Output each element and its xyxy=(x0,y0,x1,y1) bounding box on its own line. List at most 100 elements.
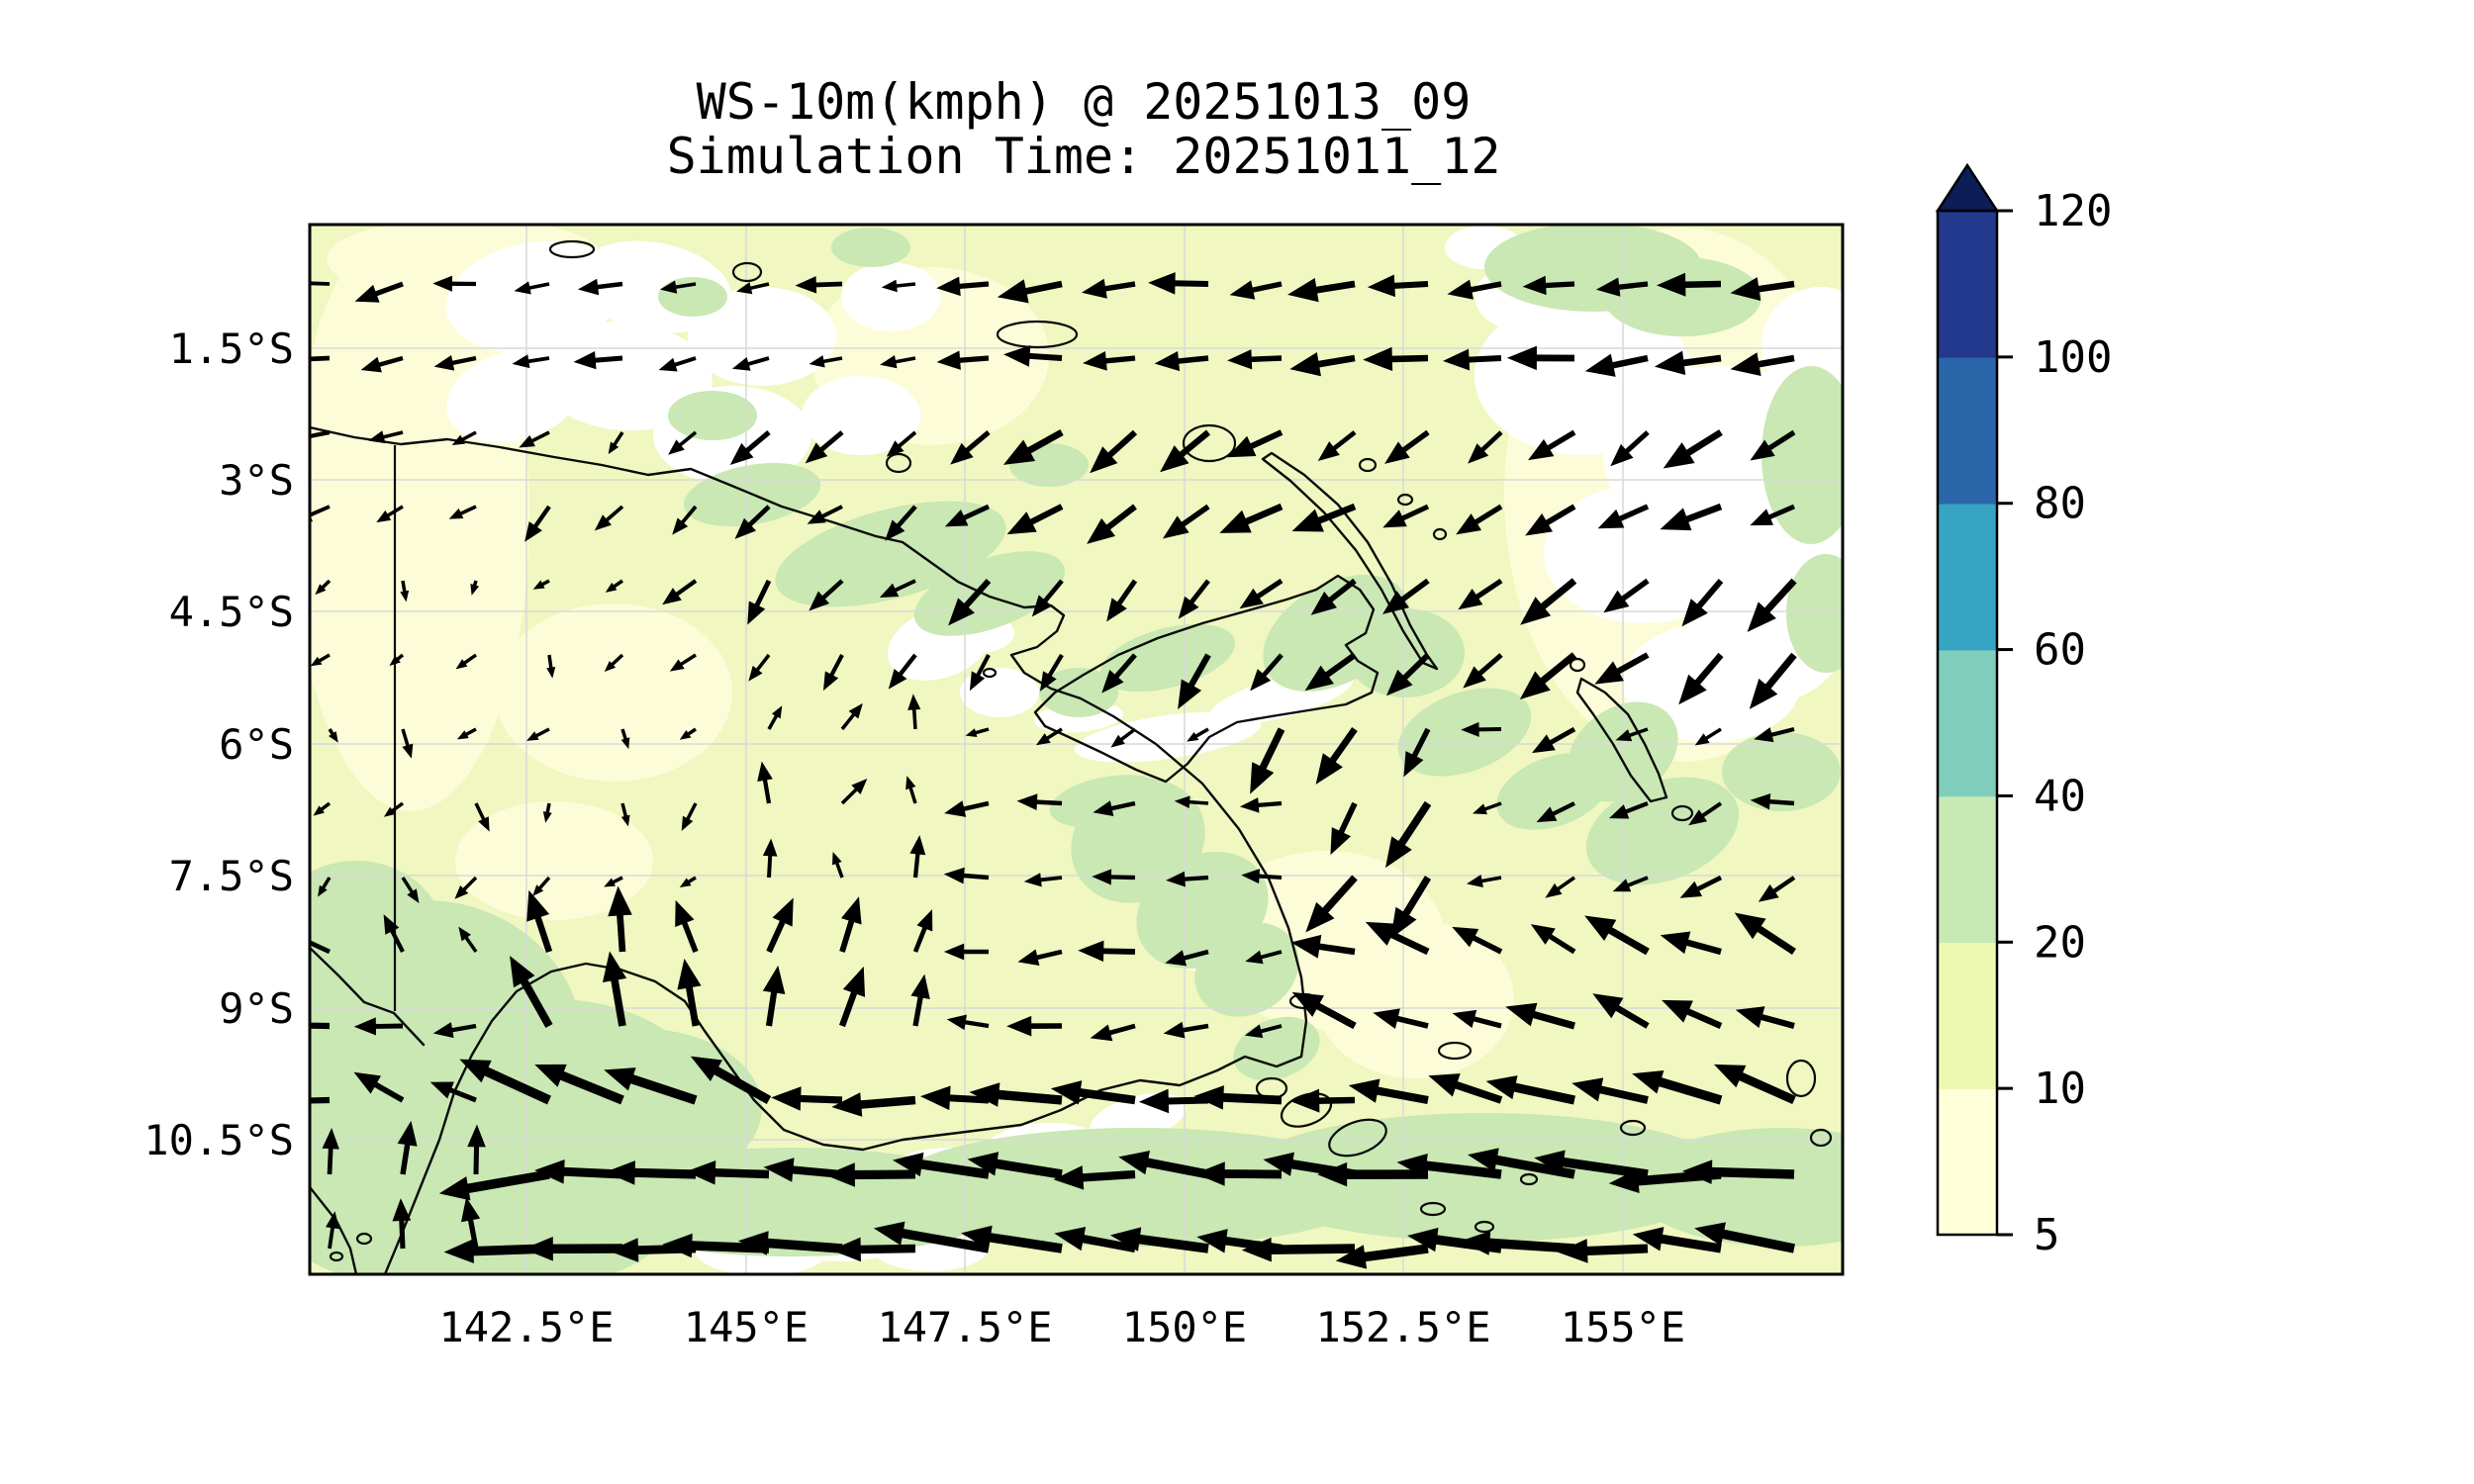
wind-arrow xyxy=(1396,1153,1502,1179)
wind-arrow xyxy=(830,1237,916,1262)
wind-speed-20-40-patch xyxy=(1049,775,1168,828)
wind-arrow-head xyxy=(1688,809,1708,826)
wind-arrow-head xyxy=(805,442,828,464)
wind-arrow-head xyxy=(675,899,695,928)
wind-arrow-head xyxy=(950,442,974,465)
wind-arrow xyxy=(594,505,624,531)
wind-arrow xyxy=(912,909,933,953)
wind-arrow xyxy=(1452,1009,1502,1029)
wind-arrow-head xyxy=(1452,926,1479,948)
wind-arrow xyxy=(1750,504,1795,526)
wind-arrow xyxy=(1679,875,1723,898)
wind-arrow-head xyxy=(961,1225,993,1251)
wind-arrow xyxy=(1592,993,1650,1029)
wind-arrow-head xyxy=(478,816,490,832)
wind-arrow-head xyxy=(1758,883,1779,902)
wind-arrow xyxy=(1304,652,1357,692)
x-tick-label: 142.5°E xyxy=(438,1303,614,1351)
wind-arrow-head xyxy=(1193,1085,1224,1110)
wind-arrow-head xyxy=(943,867,965,884)
wind-arrow-head xyxy=(1460,1231,1491,1255)
wind-arrow xyxy=(1227,349,1283,370)
wind-arrow-head xyxy=(1315,753,1343,785)
wind-speed-5-10-patch xyxy=(495,603,732,782)
wind-arrow xyxy=(1315,727,1358,785)
wind-arrow xyxy=(1460,1231,1575,1255)
wind-arrow-head xyxy=(1241,869,1261,884)
wind-arrow-head xyxy=(432,275,453,292)
wind-arrow xyxy=(1050,1080,1136,1105)
wind-arrow-head xyxy=(368,430,386,444)
wind-arrow-shaft xyxy=(1710,1227,1795,1253)
wind-arrow xyxy=(1466,875,1502,887)
wind-arrow-head xyxy=(1428,1073,1461,1097)
wind-arrow-head xyxy=(1396,1153,1428,1178)
wind-arrow xyxy=(451,430,477,446)
wind-arrow xyxy=(731,356,770,371)
wind-arrow-head xyxy=(360,356,382,373)
wind-arrow xyxy=(1367,274,1429,298)
wind-arrow-head xyxy=(1506,345,1537,371)
wind-arrow-head xyxy=(1594,661,1624,685)
y-tick-label: 7.5°S xyxy=(169,852,294,900)
wind-arrow xyxy=(677,958,702,1027)
wind-arrow xyxy=(1385,652,1431,696)
wind-arrow-head xyxy=(685,1159,716,1185)
wind-arrow xyxy=(519,430,550,448)
wind-arrow-head xyxy=(879,583,900,598)
wind-arrow-head xyxy=(969,1082,1000,1107)
island-outline xyxy=(1785,1059,1817,1098)
wind-arrow-head xyxy=(936,276,961,297)
wind-arrow xyxy=(1178,653,1211,709)
wind-arrow xyxy=(526,889,553,954)
wind-arrow-shaft xyxy=(310,1096,331,1104)
wind-arrow-head xyxy=(1597,509,1625,529)
wind-arrow-shaft xyxy=(622,1167,697,1179)
wind-arrow xyxy=(1110,727,1137,748)
coastline-cape-york xyxy=(310,1185,358,1274)
wind-arrow-head xyxy=(679,729,692,740)
wind-arrow xyxy=(747,579,772,625)
wind-arrow-head xyxy=(1154,350,1181,372)
wind-arrow-head xyxy=(376,510,392,523)
wind-arrow xyxy=(429,1081,477,1103)
wind-arrow xyxy=(1219,503,1284,533)
wind-arrow-shaft xyxy=(455,1169,550,1195)
wind-arrow xyxy=(433,354,477,371)
wind-arrow-head xyxy=(1178,596,1199,619)
wind-arrow-shaft xyxy=(755,1237,843,1253)
map-layer xyxy=(310,225,1843,1274)
wind-arrow xyxy=(1305,875,1358,933)
wind-arrow-head xyxy=(771,1086,802,1111)
wind-arrow xyxy=(892,1152,990,1179)
wind-arrow xyxy=(604,653,624,672)
wind-arrow-head xyxy=(620,737,630,750)
wind-arrow xyxy=(1250,653,1284,692)
wind-arrow-head xyxy=(1110,734,1125,748)
wind-arrow-head xyxy=(1632,1069,1665,1094)
wind-arrow xyxy=(1016,793,1063,811)
wind-speed-20-40-patch xyxy=(1397,688,1532,777)
wind-arrow xyxy=(944,800,990,817)
wind-arrow xyxy=(1688,801,1723,826)
wind-arrow xyxy=(1468,430,1503,464)
wind-arrow-head xyxy=(1093,800,1114,816)
wind-arrow xyxy=(1039,653,1064,692)
wind-arrow-head xyxy=(668,439,685,455)
wind-arrow xyxy=(401,728,414,759)
wind-arrow xyxy=(1289,1088,1356,1113)
wind-arrow xyxy=(608,885,632,953)
wind-arrow-head xyxy=(1289,351,1321,377)
island-outline xyxy=(1809,1128,1833,1148)
wind-arrow-head xyxy=(1750,509,1774,526)
wind-arrow-head xyxy=(1092,869,1112,885)
wind-arrow xyxy=(608,431,624,455)
wind-arrow-head xyxy=(1750,793,1771,810)
wind-arrow xyxy=(1006,1015,1063,1037)
wind-arrow xyxy=(910,974,930,1027)
wind-arrow-shaft xyxy=(890,1226,990,1253)
wind-arrow xyxy=(397,1120,418,1175)
wind-arrow-head xyxy=(1403,751,1424,778)
wind-arrow xyxy=(354,281,404,303)
